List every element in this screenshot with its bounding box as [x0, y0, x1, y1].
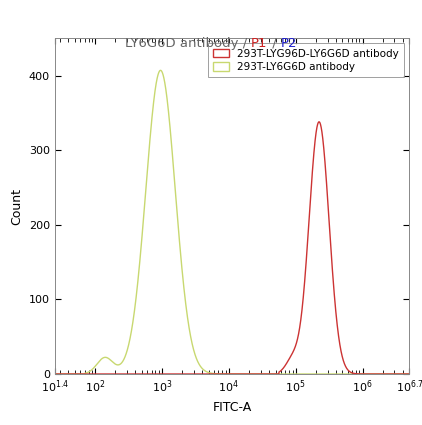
Text: P1: P1	[251, 37, 268, 50]
Legend: 293T-LYG96D-LY6G6D antibody, 293T-LY6G6D antibody: 293T-LYG96D-LY6G6D antibody, 293T-LY6G6D…	[208, 43, 404, 77]
X-axis label: FITC-A: FITC-A	[212, 401, 252, 414]
Text: P2: P2	[281, 37, 297, 50]
Y-axis label: Count: Count	[10, 187, 23, 225]
Title: LY6G6D antibody / P1 / P2: LY6G6D antibody / P1 / P2	[0, 424, 1, 425]
Text: LY6G6D antibody /: LY6G6D antibody /	[125, 37, 251, 50]
Text: /: /	[268, 37, 281, 50]
